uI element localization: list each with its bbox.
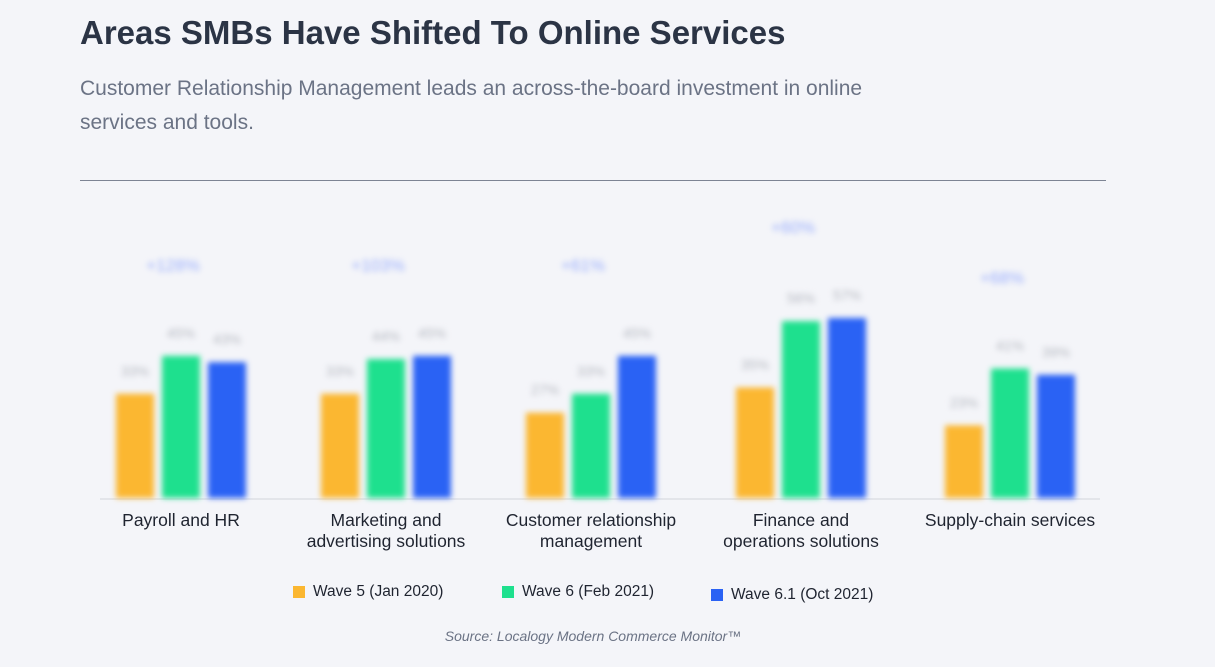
value-label: 41% <box>996 338 1024 354</box>
value-label: 56% <box>787 290 815 306</box>
value-label: 39% <box>1042 344 1070 360</box>
legend-label: Wave 6.1 (Oct 2021) <box>731 586 874 603</box>
legend-swatch <box>293 586 305 598</box>
value-label: 33% <box>121 363 149 379</box>
bar <box>618 355 656 498</box>
legend-item: Wave 6.1 (Oct 2021) <box>711 586 873 604</box>
value-label: 45% <box>418 325 446 341</box>
legend-item: Wave 6 (Feb 2021) <box>502 583 654 601</box>
category-label: Supply-chain services <box>910 510 1110 531</box>
legend-label: Wave 5 (Jan 2020) <box>313 583 444 600</box>
growth-label: +68% <box>980 269 1024 288</box>
bar <box>572 393 610 498</box>
bar <box>991 368 1029 498</box>
source-note: Source: Localogy Modern Commerce Monitor… <box>444 628 742 644</box>
divider <box>80 180 1106 181</box>
category-label: Customer relationship management <box>491 510 691 552</box>
bar <box>782 321 820 498</box>
category-label: Payroll and HR <box>81 510 281 531</box>
bar <box>116 393 154 498</box>
legend-swatch <box>502 586 514 598</box>
bar <box>208 362 246 498</box>
legend-item: Wave 5 (Jan 2020) <box>293 583 443 601</box>
value-label: 43% <box>213 331 241 347</box>
category-label-line: advertising solutions <box>306 531 466 551</box>
category-label-line: management <box>539 531 643 551</box>
value-label: 27% <box>531 382 559 398</box>
legend-label: Wave 6 (Feb 2021) <box>522 583 655 600</box>
bar <box>828 318 866 498</box>
legend-swatch <box>711 589 723 601</box>
growth-label: +128% <box>146 256 199 275</box>
value-label: 57% <box>833 287 861 303</box>
bar <box>413 355 451 498</box>
bar <box>945 425 983 498</box>
bar <box>321 393 359 498</box>
bar <box>367 359 405 498</box>
value-label: 23% <box>950 394 978 410</box>
value-label: 45% <box>623 325 651 341</box>
growth-label: +61% <box>561 256 605 275</box>
value-label: 44% <box>372 328 400 344</box>
growth-label: +103% <box>351 256 404 275</box>
category-label: Marketing and advertising solutions <box>286 510 486 552</box>
category-label-line: Supply-chain services <box>924 510 1096 530</box>
category-label-line: Marketing and <box>330 510 442 530</box>
bar <box>736 387 774 498</box>
bar <box>526 412 564 498</box>
category-label-line: operations solutions <box>723 531 879 551</box>
category-label-line: Customer relationship <box>505 510 677 530</box>
category-label: Finance and operations solutions <box>701 510 901 552</box>
subtitle: Customer Relationship Management leads a… <box>80 77 863 134</box>
bar <box>162 355 200 498</box>
value-label: 33% <box>326 363 354 379</box>
bar <box>1037 374 1075 498</box>
page-title: Areas SMBs Have Shifted To Online Servic… <box>80 14 786 51</box>
growth-label: +60% <box>771 218 815 237</box>
category-label-line: Finance and <box>752 510 850 530</box>
value-label: 35% <box>741 356 769 372</box>
value-label: 33% <box>577 363 605 379</box>
value-label: 45% <box>167 325 195 341</box>
category-label-line: Payroll and HR <box>122 510 240 530</box>
